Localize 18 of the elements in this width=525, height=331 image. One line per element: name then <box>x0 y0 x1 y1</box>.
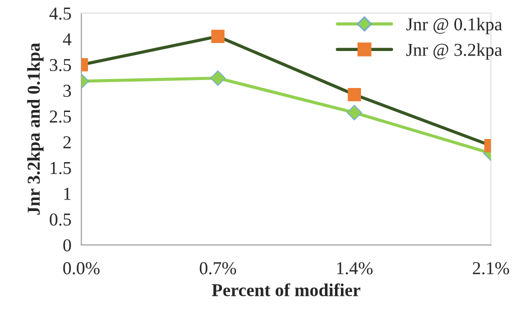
y-axis-title: Jnr 3.2kpa and 0.1kpa <box>27 42 44 215</box>
y-tick-label: 1 <box>64 188 71 200</box>
y-tick-label: 4.5 <box>49 8 71 20</box>
y-tick-label: 3.5 <box>50 59 71 72</box>
y-tick-label: 2.5 <box>50 110 71 123</box>
y-tick-label: 4 <box>62 33 72 46</box>
y-tick-label: 0.5 <box>50 213 71 226</box>
x-tick-label: 0.0% <box>63 262 100 274</box>
x-tick-label: 0.7% <box>200 262 236 274</box>
y-tick-label: 0 <box>63 239 71 252</box>
x-tick-label: 2.1% <box>472 262 510 274</box>
x-axis-title: Percent of modifier <box>212 283 360 296</box>
y-tick-label: 1.5 <box>50 162 71 174</box>
legend-label: Jnr @ 0.1kpa <box>406 18 502 34</box>
y-tick-label: 3 <box>63 84 71 97</box>
legend-label: Jnr @ 3.2kpa <box>406 43 502 60</box>
y-tick-label: 2 <box>63 136 71 148</box>
x-tick-label: 1.4% <box>337 262 373 274</box>
